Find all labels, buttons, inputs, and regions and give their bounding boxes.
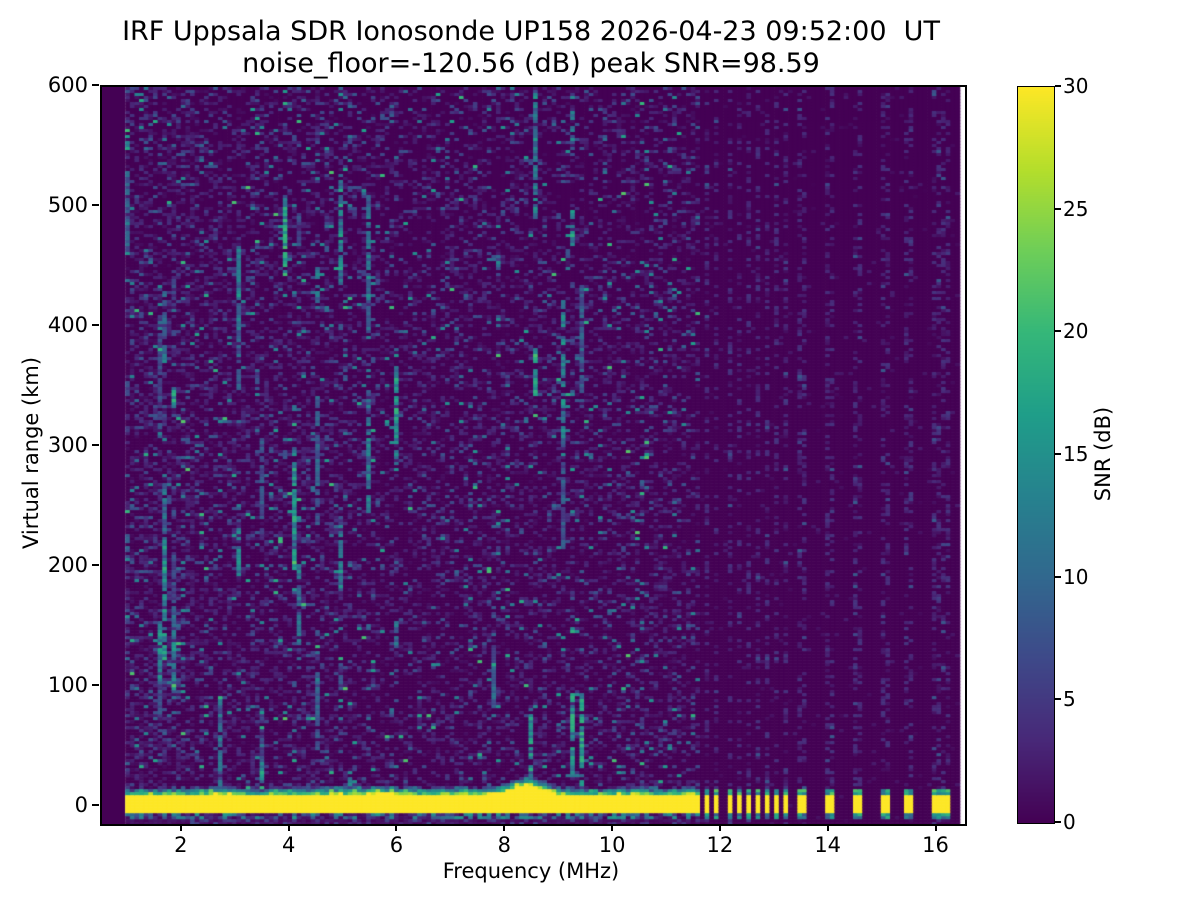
y-tick-label: 400 bbox=[47, 313, 88, 338]
y-tick-label: 500 bbox=[47, 193, 88, 218]
x-tick-label: 8 bbox=[497, 833, 511, 857]
colorbar-tick-mark bbox=[1055, 453, 1061, 455]
x-tick-mark bbox=[718, 824, 721, 831]
y-tick-mark bbox=[92, 444, 99, 447]
x-tick-label: 12 bbox=[706, 833, 734, 857]
colorbar-tick-label: 5 bbox=[1063, 687, 1076, 712]
x-tick-mark bbox=[503, 824, 506, 831]
y-tick-mark bbox=[92, 324, 99, 327]
x-tick-mark bbox=[395, 824, 398, 831]
colorbar-canvas bbox=[1018, 87, 1054, 823]
x-axis-label: Frequency (MHz) bbox=[442, 859, 620, 883]
colorbar-label: SNR (dB) bbox=[1091, 406, 1115, 502]
heatmap-canvas bbox=[102, 87, 965, 824]
y-tick-label: 100 bbox=[47, 673, 88, 698]
y-tick-label: 300 bbox=[47, 433, 88, 458]
chart-title: IRF Uppsala SDR Ionosonde UP158 2026-04-… bbox=[122, 16, 940, 47]
colorbar-tick-mark bbox=[1055, 330, 1061, 333]
x-tick-mark bbox=[934, 824, 937, 831]
x-tick-label: 6 bbox=[389, 833, 404, 857]
y-tick-mark bbox=[92, 204, 99, 207]
y-tick-mark bbox=[92, 564, 99, 567]
x-tick-label: 14 bbox=[814, 833, 842, 857]
x-tick-mark bbox=[826, 824, 829, 831]
y-tick-mark bbox=[92, 684, 99, 687]
colorbar-tick-label: 20 bbox=[1063, 319, 1089, 344]
x-tick-label: 10 bbox=[598, 833, 626, 857]
colorbar-tick-mark bbox=[1055, 821, 1061, 823]
colorbar-tick-label: 25 bbox=[1063, 196, 1089, 221]
x-tick-label: 4 bbox=[281, 833, 296, 857]
y-tick-mark bbox=[92, 84, 99, 86]
x-tick-label: 16 bbox=[922, 833, 949, 857]
colorbar-tick-mark bbox=[1055, 575, 1061, 578]
x-tick-mark bbox=[179, 824, 182, 831]
y-tick-mark bbox=[92, 804, 99, 807]
colorbar bbox=[1017, 86, 1055, 824]
chart-subtitle: noise_floor=-120.56 (dB) peak SNR=98.59 bbox=[242, 48, 820, 79]
colorbar-tick-mark bbox=[1055, 698, 1061, 701]
heatmap-plot-area bbox=[100, 85, 967, 826]
colorbar-tick-label: 15 bbox=[1063, 442, 1089, 466]
colorbar-tick-mark bbox=[1055, 207, 1061, 210]
colorbar-tick-label: 30 bbox=[1063, 74, 1089, 98]
x-tick-mark bbox=[611, 824, 614, 831]
colorbar-tick-mark bbox=[1055, 85, 1061, 87]
x-tick-mark bbox=[287, 824, 290, 831]
y-tick-label: 600 bbox=[47, 73, 88, 97]
y-tick-label: 200 bbox=[47, 553, 88, 578]
colorbar-tick-label: 0 bbox=[1063, 810, 1076, 834]
colorbar-tick-label: 10 bbox=[1063, 564, 1089, 589]
y-tick-label: 0 bbox=[74, 793, 88, 818]
x-tick-label: 2 bbox=[174, 833, 188, 857]
